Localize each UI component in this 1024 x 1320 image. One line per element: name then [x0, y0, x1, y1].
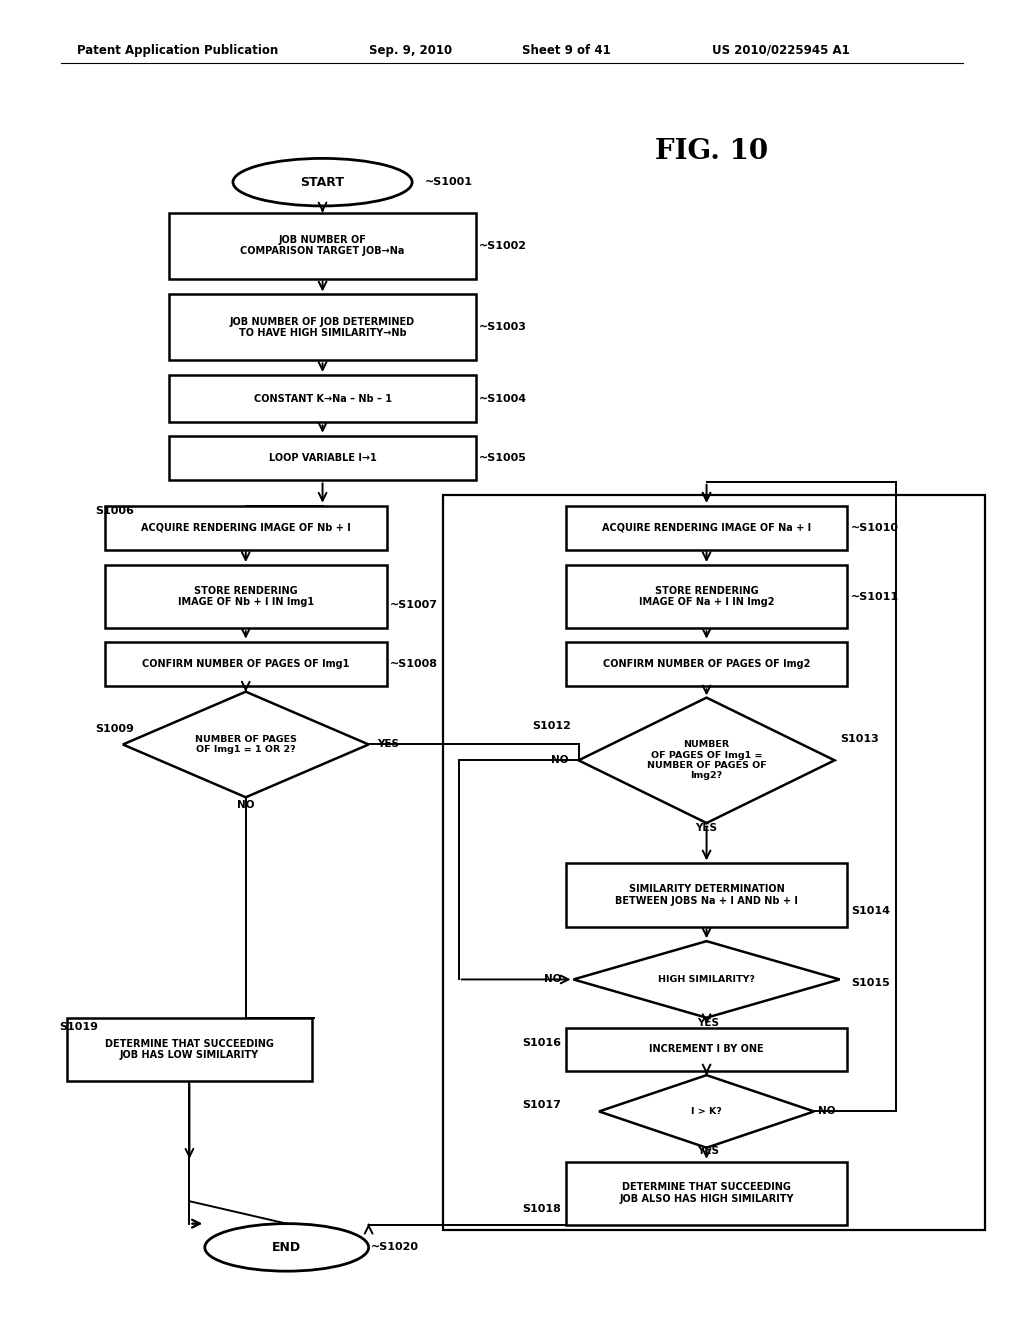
FancyBboxPatch shape	[169, 436, 476, 480]
Text: ACQUIRE RENDERING IMAGE OF Na + I: ACQUIRE RENDERING IMAGE OF Na + I	[602, 523, 811, 533]
Text: NO: NO	[544, 974, 561, 985]
Text: JOB NUMBER OF JOB DETERMINED
TO HAVE HIGH SIMILARITY→Nb: JOB NUMBER OF JOB DETERMINED TO HAVE HIG…	[230, 317, 415, 338]
FancyBboxPatch shape	[169, 375, 476, 422]
FancyBboxPatch shape	[565, 863, 848, 927]
FancyBboxPatch shape	[565, 1162, 848, 1225]
Text: US 2010/0225945 A1: US 2010/0225945 A1	[712, 44, 850, 57]
FancyBboxPatch shape	[443, 495, 985, 1230]
Polygon shape	[599, 1074, 814, 1147]
Text: ~S1003: ~S1003	[479, 322, 527, 333]
Text: S1012: S1012	[532, 721, 571, 731]
Polygon shape	[573, 941, 840, 1018]
Text: YES: YES	[695, 822, 718, 833]
Text: S1015: S1015	[851, 978, 890, 989]
Text: Sep. 9, 2010: Sep. 9, 2010	[369, 44, 452, 57]
FancyBboxPatch shape	[169, 294, 476, 360]
Polygon shape	[579, 697, 835, 824]
Text: START: START	[301, 176, 344, 189]
Text: CONSTANT K→Na – Nb – 1: CONSTANT K→Na – Nb – 1	[254, 393, 391, 404]
FancyBboxPatch shape	[104, 643, 387, 686]
Text: S1013: S1013	[841, 734, 880, 744]
Ellipse shape	[233, 158, 412, 206]
Text: INCREMENT I BY ONE: INCREMENT I BY ONE	[649, 1044, 764, 1055]
Text: ~S1002: ~S1002	[479, 240, 527, 251]
Text: S1014: S1014	[851, 906, 890, 916]
Polygon shape	[123, 692, 369, 797]
Text: ~S1007: ~S1007	[390, 599, 438, 610]
Text: STORE RENDERING
IMAGE OF Na + I IN Img2: STORE RENDERING IMAGE OF Na + I IN Img2	[639, 586, 774, 607]
Text: S1006: S1006	[95, 506, 134, 516]
FancyBboxPatch shape	[565, 565, 848, 628]
Text: NO: NO	[551, 755, 568, 766]
FancyBboxPatch shape	[565, 1027, 848, 1072]
Text: S1016: S1016	[522, 1038, 561, 1048]
Text: NUMBER OF PAGES
OF Img1 = 1 OR 2?: NUMBER OF PAGES OF Img1 = 1 OR 2?	[195, 735, 297, 754]
Text: ~S1001: ~S1001	[425, 177, 473, 187]
Text: ~S1020: ~S1020	[371, 1242, 419, 1253]
Text: SIMILARITY DETERMINATION
BETWEEN JOBS Na + I AND Nb + I: SIMILARITY DETERMINATION BETWEEN JOBS Na…	[615, 884, 798, 906]
Text: I > K?: I > K?	[691, 1107, 722, 1115]
Text: YES: YES	[697, 1146, 720, 1156]
FancyBboxPatch shape	[169, 213, 476, 279]
Text: NO: NO	[237, 800, 255, 810]
FancyBboxPatch shape	[565, 643, 848, 686]
Text: ~S1010: ~S1010	[851, 523, 899, 533]
Text: ACQUIRE RENDERING IMAGE OF Nb + I: ACQUIRE RENDERING IMAGE OF Nb + I	[141, 523, 350, 533]
Text: S1018: S1018	[522, 1204, 561, 1214]
Text: ~S1005: ~S1005	[479, 453, 527, 463]
Text: S1019: S1019	[59, 1022, 98, 1032]
Text: ~S1008: ~S1008	[390, 659, 438, 669]
Text: HIGH SIMILARITY?: HIGH SIMILARITY?	[658, 975, 755, 983]
Text: NUMBER
OF PAGES OF Img1 =
NUMBER OF PAGES OF
Img2?: NUMBER OF PAGES OF Img1 = NUMBER OF PAGE…	[647, 741, 766, 780]
Text: CONFIRM NUMBER OF PAGES OF Img1: CONFIRM NUMBER OF PAGES OF Img1	[142, 659, 349, 669]
Text: YES: YES	[377, 739, 398, 750]
Text: ~S1004: ~S1004	[479, 393, 527, 404]
Text: NO: NO	[818, 1106, 836, 1117]
Text: FIG. 10: FIG. 10	[655, 139, 768, 165]
FancyBboxPatch shape	[67, 1018, 312, 1081]
Text: Patent Application Publication: Patent Application Publication	[77, 44, 279, 57]
FancyBboxPatch shape	[565, 506, 848, 549]
Text: S1017: S1017	[522, 1100, 561, 1110]
Text: S1009: S1009	[95, 723, 134, 734]
Text: DETERMINE THAT SUCCEEDING
JOB HAS LOW SIMILARITY: DETERMINE THAT SUCCEEDING JOB HAS LOW SI…	[105, 1039, 273, 1060]
FancyBboxPatch shape	[104, 565, 387, 628]
Text: Sheet 9 of 41: Sheet 9 of 41	[522, 44, 611, 57]
Text: LOOP VARIABLE I→1: LOOP VARIABLE I→1	[268, 453, 377, 463]
Text: STORE RENDERING
IMAGE OF Nb + I IN Img1: STORE RENDERING IMAGE OF Nb + I IN Img1	[178, 586, 313, 607]
FancyBboxPatch shape	[104, 506, 387, 549]
Text: ~S1011: ~S1011	[851, 591, 899, 602]
Text: END: END	[272, 1241, 301, 1254]
Text: DETERMINE THAT SUCCEEDING
JOB ALSO HAS HIGH SIMILARITY: DETERMINE THAT SUCCEEDING JOB ALSO HAS H…	[620, 1183, 794, 1204]
Text: YES: YES	[697, 1018, 720, 1028]
Text: JOB NUMBER OF
COMPARISON TARGET JOB→Na: JOB NUMBER OF COMPARISON TARGET JOB→Na	[241, 235, 404, 256]
Ellipse shape	[205, 1224, 369, 1271]
Text: CONFIRM NUMBER OF PAGES OF Img2: CONFIRM NUMBER OF PAGES OF Img2	[603, 659, 810, 669]
